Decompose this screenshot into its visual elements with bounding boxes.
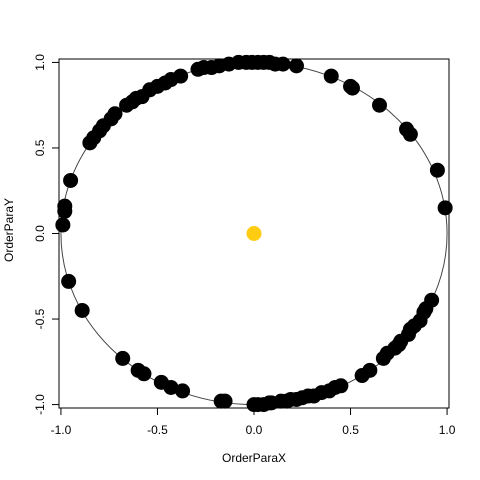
y-tick-label: 0.5 [33,139,47,156]
data-point [74,302,90,318]
x-axis-label: OrderParaX [222,451,286,465]
x-tick-label: 0.0 [246,423,263,437]
data-point [344,80,360,96]
data-point [362,362,378,378]
data-point [61,273,77,289]
x-tick-label: 0.5 [342,423,359,437]
data-point [57,198,73,214]
y-tick-label: -1.0 [33,394,47,415]
data-point [136,366,152,382]
y-axis-label: OrderParaY [2,198,16,262]
axes-layer: -1.0 -0.5 0.0 0.5 1.0 -1.0 -0.5 0.0 0.5 1.0 [33,54,456,437]
data-point [115,350,131,366]
data-point [275,56,291,72]
x-tick-label: -1.0 [51,423,72,437]
x-tick-label: 1.0 [439,423,456,437]
data-point [424,292,440,308]
data-point [402,126,418,142]
data-point [437,200,453,216]
data-point [173,68,189,84]
data-point [371,97,387,113]
data-point [323,68,339,84]
y-tick-label: 1.0 [33,54,47,71]
data-point [429,162,445,178]
data-points-layer [55,54,453,413]
data-point [175,383,191,399]
data-point [107,106,123,122]
data-point [333,378,349,394]
x-tick-label: -0.5 [147,423,168,437]
y-tick-label: -0.5 [33,308,47,329]
center-point [246,226,262,241]
y-tick-label: 0.0 [33,225,47,242]
data-point [63,172,79,188]
data-point [55,217,71,233]
data-point [288,58,304,74]
data-point [217,393,233,409]
data-point [163,379,179,395]
